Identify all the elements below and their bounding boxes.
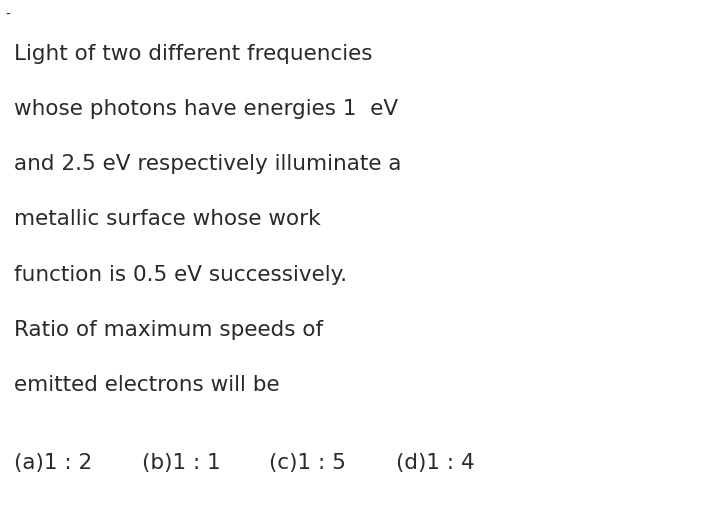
Text: -: -: [6, 8, 11, 22]
Text: Light of two different frequencies: Light of two different frequencies: [14, 44, 372, 63]
Text: (c)1 : 5: (c)1 : 5: [269, 453, 346, 473]
Text: Ratio of maximum speeds of: Ratio of maximum speeds of: [14, 320, 324, 340]
Text: emitted electrons will be: emitted electrons will be: [14, 375, 280, 395]
Text: (a)1 : 2: (a)1 : 2: [14, 453, 93, 473]
Text: metallic surface whose work: metallic surface whose work: [14, 209, 321, 229]
Text: (b)1 : 1: (b)1 : 1: [142, 453, 220, 473]
Text: (d)1 : 4: (d)1 : 4: [396, 453, 475, 473]
Text: function is 0.5 eV successively.: function is 0.5 eV successively.: [14, 265, 348, 285]
Text: whose photons have energies 1  eV: whose photons have energies 1 eV: [14, 99, 399, 119]
Text: and 2.5 eV respectively illuminate a: and 2.5 eV respectively illuminate a: [14, 154, 401, 174]
